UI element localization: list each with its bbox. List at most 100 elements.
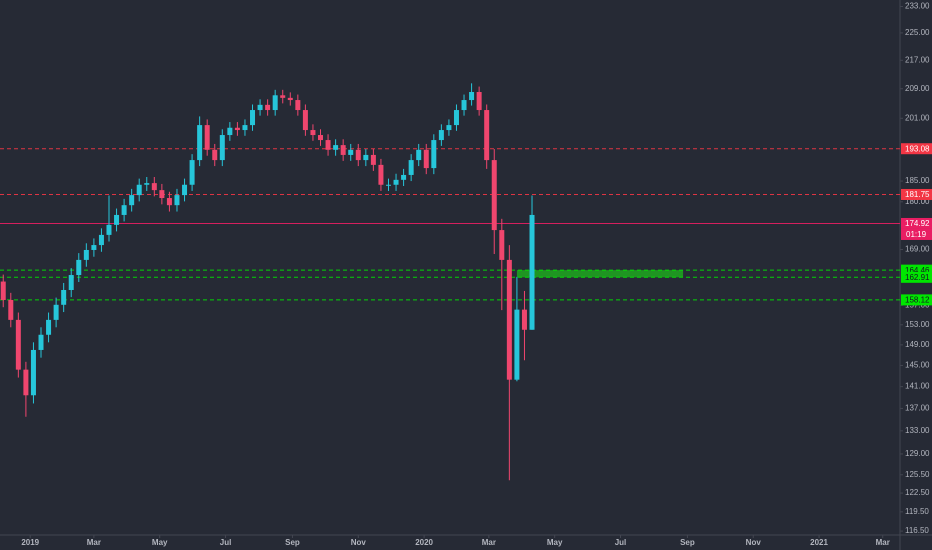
candle-body [416, 149, 422, 161]
candle-body [325, 140, 331, 150]
x-tick-label: May [152, 538, 168, 547]
candle-body [431, 140, 437, 169]
candle-body [484, 110, 490, 161]
candle-body [204, 125, 210, 150]
candle-body [151, 183, 157, 191]
candle-body [159, 190, 165, 199]
candle-body [348, 149, 354, 155]
price-tag-label: 164.46 [905, 266, 930, 275]
candle-body [234, 127, 240, 131]
y-tick-label: 122.50 [905, 488, 930, 497]
candle-body [98, 234, 104, 246]
x-tick-label: Mar [87, 538, 101, 547]
candle-body [166, 198, 172, 206]
y-tick-label: 125.50 [905, 470, 930, 479]
countdown-label: 01:19 [906, 230, 927, 239]
price-tag-label: 162.91 [905, 273, 930, 282]
price-tag [901, 294, 932, 306]
x-tick-label: 2021 [810, 538, 828, 547]
candle-body [8, 299, 14, 320]
y-tick-label: 233.00 [905, 2, 930, 11]
price-tag-label: 181.75 [905, 190, 930, 199]
price-tag [901, 264, 932, 276]
x-tick-label: Mar [876, 538, 890, 547]
y-tick-label: 116.50 [905, 526, 929, 535]
price-tag [901, 188, 932, 200]
candle-body [370, 154, 376, 165]
candle-body [461, 100, 467, 111]
candle-body [272, 95, 278, 111]
x-tick-label: May [547, 538, 563, 547]
candle-body [182, 184, 188, 196]
price-tag-label: 158.12 [905, 296, 930, 305]
candle-body [521, 309, 527, 330]
y-tick-label: 225.00 [905, 28, 930, 37]
zone [516, 270, 684, 278]
y-tick-label: 185.00 [905, 176, 930, 185]
candle-body [106, 224, 112, 235]
x-tick-label: Mar [482, 538, 496, 547]
candle-body [491, 160, 497, 231]
x-tick-label: 2019 [21, 538, 39, 547]
price-tag [901, 143, 932, 155]
candle-body [38, 334, 44, 350]
y-tick-label: 180.00 [905, 197, 930, 206]
candle-body [378, 164, 384, 185]
candle-body [129, 195, 135, 206]
candle-body [295, 100, 301, 111]
candle-body [355, 149, 361, 161]
candle-body [189, 160, 195, 185]
candle-body [257, 104, 263, 111]
candle-body [287, 97, 293, 101]
countdown-tag [901, 228, 932, 240]
candle-body [363, 154, 369, 161]
candle-body [53, 304, 59, 320]
candle-body [476, 92, 482, 111]
candle-body [499, 230, 505, 260]
x-tick-label: Sep [285, 538, 300, 547]
y-tick-label: 119.50 [905, 507, 929, 516]
price-tag [901, 271, 932, 283]
y-tick-label: 153.00 [905, 320, 930, 329]
candle-body [438, 130, 444, 141]
candle-body [197, 125, 203, 161]
x-tick-label: Jul [615, 538, 627, 547]
y-tick-label: 133.00 [905, 426, 930, 435]
candle-body [121, 205, 127, 215]
candle-body [469, 92, 475, 101]
x-tick-label: 2020 [415, 538, 433, 547]
candle-body [0, 281, 6, 300]
candle-body [340, 145, 346, 155]
x-tick-label: Nov [351, 538, 367, 547]
candle-body [174, 195, 180, 206]
y-tick-label: 129.00 [905, 449, 930, 458]
y-tick-label: 209.00 [905, 84, 930, 93]
candle-body [23, 369, 29, 396]
candle-body [423, 149, 429, 169]
candle-body [114, 214, 120, 225]
candle-body [242, 125, 248, 131]
y-tick-label: 137.00 [905, 404, 930, 413]
candle-body [453, 110, 459, 126]
x-tick-label: Nov [746, 538, 762, 547]
candle-body [219, 135, 225, 161]
candle-body [318, 135, 324, 141]
candle-body [385, 184, 391, 186]
candle-body [83, 249, 89, 260]
candle-body [91, 245, 97, 250]
candle-body [68, 275, 74, 291]
candle-body [136, 184, 142, 196]
candle-body [310, 130, 316, 136]
price-tag-label: 174.92 [905, 219, 930, 228]
x-tick-label: Sep [680, 538, 695, 547]
candle-body [46, 319, 52, 335]
candle-body [529, 214, 535, 330]
candle-body [401, 174, 407, 180]
candle-body [408, 160, 414, 175]
candle-body [302, 110, 308, 131]
y-tick-label: 141.00 [905, 382, 930, 391]
price-tag-label: 193.08 [905, 144, 930, 153]
